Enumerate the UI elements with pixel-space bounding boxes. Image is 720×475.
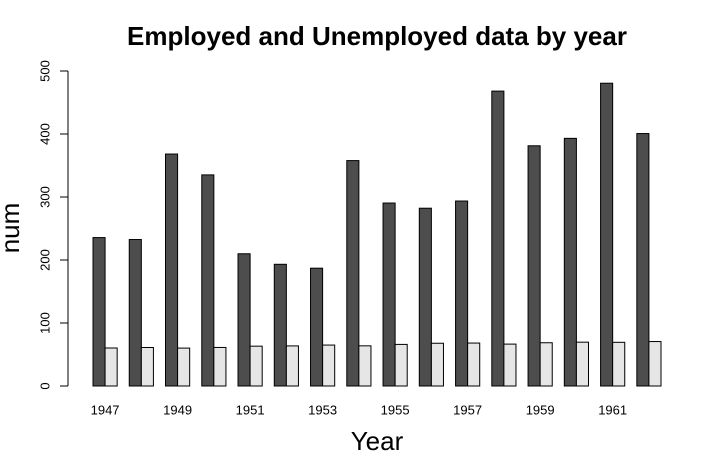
x-tick-label: 1959	[526, 402, 555, 417]
bar	[394, 343, 408, 387]
bar	[128, 239, 142, 387]
bar	[467, 342, 481, 387]
x-axis-label: Year	[351, 426, 404, 456]
bar	[527, 145, 541, 387]
bar	[346, 160, 360, 387]
bar	[92, 237, 106, 387]
bar	[213, 346, 227, 387]
bar	[430, 342, 444, 387]
bar	[310, 267, 324, 387]
bar	[165, 153, 179, 387]
bar	[249, 345, 263, 387]
bar	[648, 341, 662, 387]
bar	[140, 346, 154, 387]
bar	[285, 345, 299, 387]
x-tick-label: 1955	[381, 402, 410, 417]
bar	[491, 90, 505, 387]
bar	[455, 200, 469, 387]
y-tick-label: 500	[37, 60, 52, 82]
bar	[237, 253, 251, 387]
bar	[322, 344, 336, 387]
y-tick-label: 300	[37, 186, 52, 208]
bar	[418, 207, 432, 387]
y-tick-label: 400	[37, 123, 52, 145]
bar	[358, 345, 372, 387]
x-tick-label: 1949	[163, 402, 192, 417]
bar	[539, 342, 553, 387]
bar	[612, 341, 626, 387]
y-tick-label: 100	[37, 312, 52, 334]
y-tick-label: 0	[37, 382, 52, 389]
bar	[636, 133, 650, 387]
y-axis-label: num	[0, 203, 25, 254]
bar	[382, 202, 396, 387]
bar	[503, 343, 517, 387]
x-tick-label: 1961	[598, 402, 627, 417]
x-tick-label: 1947	[91, 402, 120, 417]
bar	[104, 347, 118, 387]
bar	[201, 174, 215, 387]
chart-title: Employed and Unemployed data by year	[127, 21, 627, 51]
y-tick-label: 200	[37, 249, 52, 271]
x-tick-label: 1957	[453, 402, 482, 417]
bar	[563, 137, 577, 387]
x-tick-label: 1953	[308, 402, 337, 417]
bar	[273, 263, 287, 387]
bar	[600, 82, 614, 387]
bar	[575, 341, 589, 387]
bar	[177, 347, 191, 387]
x-tick-label: 1951	[236, 402, 265, 417]
